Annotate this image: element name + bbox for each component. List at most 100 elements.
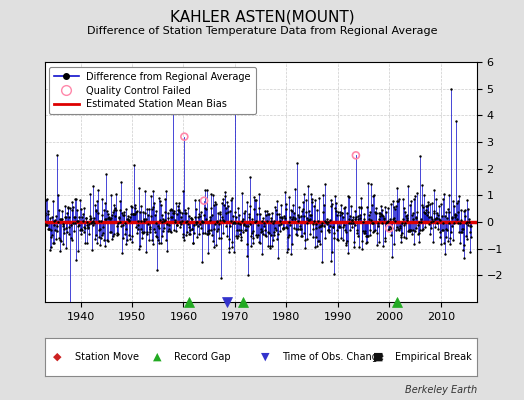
- Point: [53, 152, 62, 158]
- Point: [128, 232, 137, 239]
- Point: [239, 220, 248, 227]
- Point: [222, 209, 231, 216]
- Point: [350, 238, 358, 245]
- Point: [319, 208, 327, 215]
- Point: [119, 222, 128, 228]
- Point: [334, 208, 343, 215]
- Point: [399, 234, 408, 240]
- Point: [185, 213, 194, 219]
- Point: [270, 218, 278, 224]
- Point: [125, 218, 134, 224]
- Point: [100, 207, 108, 213]
- Point: [61, 245, 70, 251]
- Point: [389, 204, 398, 210]
- Point: [234, 233, 243, 240]
- Point: [145, 206, 153, 212]
- Point: [176, 218, 184, 225]
- Point: [418, 182, 426, 188]
- Point: [299, 213, 308, 219]
- Point: [420, 210, 429, 217]
- Point: [227, 218, 235, 224]
- Point: [445, 234, 454, 241]
- Point: [452, 212, 460, 219]
- Point: [143, 230, 151, 237]
- Point: [289, 214, 298, 220]
- Point: [119, 208, 128, 215]
- Point: [245, 210, 253, 217]
- Point: [446, 229, 455, 235]
- Point: [168, 207, 177, 213]
- Point: [57, 238, 65, 245]
- Point: [110, 202, 118, 208]
- Point: [401, 220, 409, 226]
- Point: [387, 200, 395, 207]
- Point: [355, 204, 364, 210]
- Point: [290, 210, 298, 216]
- Point: [397, 234, 406, 240]
- Point: [192, 219, 201, 226]
- Point: [255, 205, 263, 212]
- Point: [444, 209, 453, 216]
- Point: [75, 197, 84, 204]
- Point: [169, 227, 178, 234]
- Point: [138, 235, 146, 241]
- Point: [431, 223, 439, 230]
- Point: [388, 225, 397, 232]
- Point: [152, 232, 160, 239]
- Point: [132, 209, 140, 216]
- Point: [65, 214, 73, 220]
- Point: [339, 214, 347, 220]
- Point: [85, 213, 94, 219]
- Point: [287, 215, 296, 222]
- Point: [138, 229, 147, 236]
- Point: [311, 196, 319, 203]
- Point: [443, 238, 452, 244]
- Point: [417, 216, 425, 222]
- Point: [249, 235, 258, 241]
- Point: [372, 210, 380, 216]
- Point: [235, 226, 244, 233]
- Point: [335, 224, 343, 231]
- Point: [243, 199, 252, 205]
- Point: [78, 214, 86, 220]
- Point: [406, 228, 414, 234]
- Point: [124, 213, 133, 220]
- Point: [85, 221, 93, 228]
- Point: [72, 257, 81, 264]
- Point: [383, 218, 391, 225]
- Point: [252, 218, 260, 224]
- Point: [212, 201, 220, 207]
- Point: [350, 244, 358, 250]
- Point: [185, 224, 193, 230]
- Point: [299, 206, 307, 212]
- Point: [99, 230, 107, 237]
- Point: [195, 196, 203, 203]
- Point: [447, 215, 456, 222]
- Point: [214, 210, 222, 216]
- Point: [68, 236, 76, 243]
- Point: [147, 213, 156, 219]
- Point: [236, 220, 244, 227]
- Point: [371, 227, 379, 234]
- Point: [395, 196, 403, 202]
- Point: [361, 228, 369, 234]
- Point: [369, 193, 378, 199]
- Point: [126, 236, 134, 242]
- Point: [363, 239, 371, 245]
- Point: [242, 223, 250, 229]
- Point: [293, 231, 301, 238]
- Point: [247, 216, 256, 222]
- Point: [325, 229, 333, 236]
- Point: [461, 207, 469, 214]
- Point: [264, 243, 272, 250]
- Point: [278, 215, 286, 222]
- Point: [252, 196, 260, 203]
- Point: [379, 212, 388, 219]
- Point: [223, 233, 232, 239]
- Point: [241, 208, 249, 214]
- Point: [310, 203, 319, 209]
- Point: [46, 244, 54, 250]
- Point: [148, 188, 157, 194]
- Point: [195, 220, 204, 227]
- Point: [133, 208, 141, 214]
